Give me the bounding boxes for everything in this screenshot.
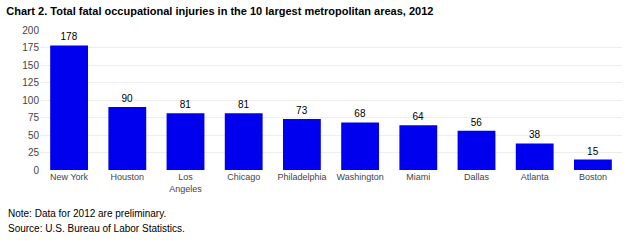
svg-text:Chart 2. Total fatal occupatio: Chart 2. Total fatal occupational injuri… xyxy=(6,5,433,17)
svg-text:Boston: Boston xyxy=(579,172,607,182)
svg-text:0: 0 xyxy=(33,165,39,176)
svg-text:LosAngeles: LosAngeles xyxy=(169,172,202,194)
svg-text:New York: New York xyxy=(50,172,89,182)
svg-text:100: 100 xyxy=(22,95,39,106)
svg-text:125: 125 xyxy=(22,77,39,88)
svg-text:90: 90 xyxy=(122,93,134,104)
svg-text:Atlanta: Atlanta xyxy=(521,172,549,182)
svg-text:150: 150 xyxy=(22,60,39,71)
svg-text:68: 68 xyxy=(354,108,366,119)
svg-text:Dallas: Dallas xyxy=(464,172,490,182)
svg-text:38: 38 xyxy=(529,129,541,140)
svg-text:175: 175 xyxy=(22,42,39,53)
svg-text:25: 25 xyxy=(28,147,40,158)
svg-text:Houston: Houston xyxy=(111,172,145,182)
svg-text:56: 56 xyxy=(471,117,483,128)
svg-text:81: 81 xyxy=(180,99,192,110)
svg-text:Philadelphia: Philadelphia xyxy=(277,172,326,182)
svg-text:200: 200 xyxy=(22,25,39,36)
svg-text:178: 178 xyxy=(61,31,78,42)
svg-text:64: 64 xyxy=(413,111,425,122)
svg-text:50: 50 xyxy=(28,130,40,141)
svg-text:Note: Data for 2012 are prelim: Note: Data for 2012 are preliminary. xyxy=(8,208,166,219)
svg-text:Chicago: Chicago xyxy=(227,172,260,182)
svg-text:Miami: Miami xyxy=(406,172,430,182)
svg-text:81: 81 xyxy=(238,99,250,110)
svg-text:Source: U.S. Bureau of Labor S: Source: U.S. Bureau of Labor Statistics. xyxy=(8,223,185,234)
svg-text:15: 15 xyxy=(587,146,599,157)
svg-text:Washington: Washington xyxy=(336,172,383,182)
svg-text:73: 73 xyxy=(296,105,308,116)
svg-text:75: 75 xyxy=(28,112,40,123)
